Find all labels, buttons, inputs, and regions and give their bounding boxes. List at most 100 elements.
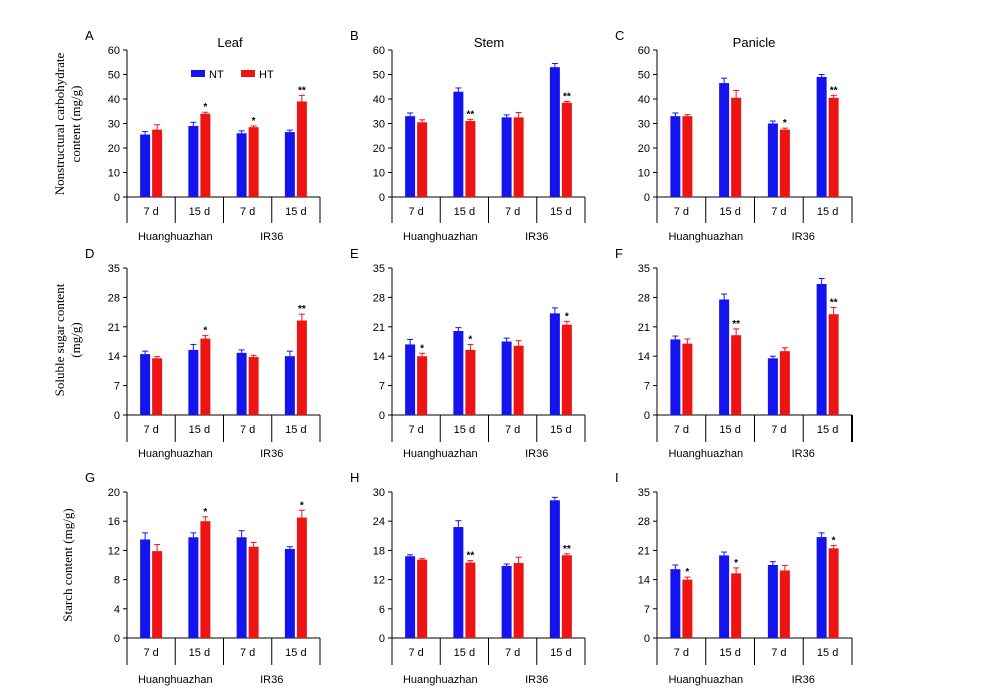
y-tick-label: 6: [379, 604, 385, 616]
panel-letter: I: [615, 470, 619, 485]
y-tick-label: 14: [638, 575, 650, 587]
bar-nt: [719, 555, 730, 638]
group-label: IR36: [525, 231, 548, 243]
bar-ht: [682, 116, 693, 197]
significance-mark: **: [466, 551, 474, 562]
bar-ht: [561, 102, 572, 197]
bar-ht: [828, 548, 839, 638]
panel-title: Stem: [474, 35, 504, 50]
category-label: 15 d: [719, 424, 740, 436]
y-tick-label: 30: [638, 119, 650, 131]
category-label: 7 d: [674, 424, 689, 436]
category-label: 7 d: [505, 424, 520, 436]
y-tick-label: 7: [644, 381, 650, 393]
row-ylabel: Soluble sugar content (mg/g): [52, 283, 83, 396]
y-tick-label: 21: [638, 545, 650, 557]
category-label: 7 d: [143, 424, 158, 436]
bar-nt: [188, 537, 199, 638]
bar-nt: [236, 133, 247, 197]
y-tick-label: 14: [638, 351, 650, 363]
y-tick-label: 40: [638, 94, 650, 106]
category-label: 7 d: [505, 206, 520, 218]
y-tick-label: 21: [373, 322, 385, 334]
y-tick-label: 14: [373, 351, 385, 363]
y-tick-label: 35: [638, 487, 650, 499]
bar-nt: [501, 341, 512, 415]
panel-letter: C: [615, 28, 624, 43]
y-tick-label: 20: [108, 143, 120, 155]
y-tick-label: 7: [379, 381, 385, 393]
group-label: IR36: [260, 448, 283, 460]
bar-ht: [248, 546, 259, 638]
bar-nt: [140, 354, 151, 415]
y-tick-label: 28: [108, 292, 120, 304]
category-label: 15 d: [719, 206, 740, 218]
bar-nt: [767, 123, 778, 197]
bar-nt: [284, 356, 295, 415]
category-label: 15 d: [189, 647, 210, 659]
bar-nt: [767, 358, 778, 415]
bar-nt: [549, 500, 560, 638]
category-label: 7 d: [408, 424, 423, 436]
bar-ht: [779, 570, 790, 638]
significance-mark: **: [298, 304, 306, 315]
group-label: IR36: [792, 674, 815, 686]
y-tick-label: 60: [373, 45, 385, 57]
y-tick-label: 0: [114, 410, 120, 422]
significance-mark: *: [252, 116, 256, 127]
group-label: Huanghuazhan: [668, 674, 743, 686]
panel-title: Leaf: [217, 35, 243, 50]
panel-c: C Panicle 0 10 20 30 40 50 60 7 d 15 d 7 d 15 d Huang…: [615, 28, 853, 243]
panel-letter: F: [615, 246, 623, 261]
bar-nt: [188, 349, 199, 415]
y-tick-label: 28: [373, 292, 385, 304]
category-label: 15 d: [454, 424, 475, 436]
bar-nt: [453, 527, 464, 638]
bar-nt: [453, 331, 464, 415]
y-tick-label: 21: [108, 322, 120, 334]
panel-letter: A: [85, 28, 94, 43]
bar-ht: [296, 101, 307, 197]
legend-swatch-nt: [191, 70, 205, 77]
y-tick-label: 7: [114, 381, 120, 393]
panel-letter: E: [350, 246, 359, 261]
group-label: IR36: [260, 231, 283, 243]
row-ylabel: Nonstructural carbohydrate content (mg/g): [52, 52, 83, 195]
group-label: IR36: [525, 448, 548, 460]
bar-ht: [296, 517, 307, 638]
significance-mark: *: [468, 334, 472, 345]
significance-mark: **: [563, 91, 571, 102]
legend-swatch-ht: [241, 70, 255, 77]
bar-nt: [549, 313, 560, 415]
y-axis-title: Starch content (mg/g): [60, 508, 75, 621]
category-label: 7 d: [674, 206, 689, 218]
significance-mark: *: [420, 343, 424, 354]
panel-b: B Stem 0 10 20 30 40 50 60 7 d 15 d 7 d 15 d Huanghua…: [350, 28, 586, 243]
bar-nt: [816, 76, 827, 197]
y-tick-label: 12: [108, 545, 120, 557]
bar-nt: [767, 565, 778, 638]
bar-ht: [682, 343, 693, 415]
bar-nt: [284, 548, 295, 638]
y-tick-label: 28: [638, 292, 650, 304]
group-label: IR36: [792, 231, 815, 243]
group-label: Huanghuazhan: [138, 231, 213, 243]
significance-mark: *: [783, 118, 787, 129]
panel-letter: D: [85, 246, 94, 261]
group-label: IR36: [525, 674, 548, 686]
y-tick-label: 8: [114, 575, 120, 587]
category-label: 15 d: [454, 647, 475, 659]
group-label: Huanghuazhan: [403, 448, 478, 460]
significance-mark: *: [203, 507, 207, 518]
significance-mark: **: [830, 297, 838, 308]
y-tick-label: 60: [108, 45, 120, 57]
y-tick-label: 12: [373, 575, 385, 587]
bar-nt: [816, 283, 827, 415]
y-tick-label: 28: [638, 516, 650, 528]
bar-ht: [731, 335, 742, 415]
bar-nt: [670, 339, 681, 415]
bar-ht: [248, 127, 259, 197]
significance-mark: *: [565, 311, 569, 322]
category-label: 7 d: [771, 206, 786, 218]
